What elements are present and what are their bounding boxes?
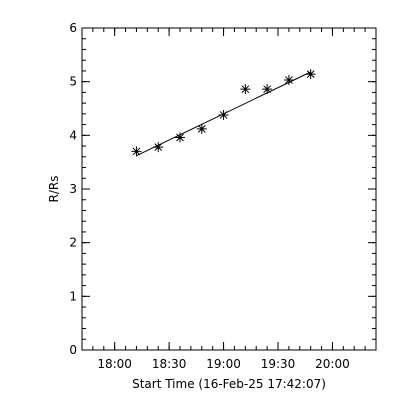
asterisk-marker bbox=[153, 142, 164, 153]
y-tick-label: 4 bbox=[69, 128, 77, 142]
asterisk-marker bbox=[305, 69, 316, 80]
plot-frame bbox=[81, 27, 377, 351]
x-tick-label: 18:00 bbox=[97, 357, 132, 371]
x-tick-label: 20:00 bbox=[315, 357, 350, 371]
y-axis-label: R/Rs bbox=[47, 176, 61, 203]
x-tick-label: 19:30 bbox=[261, 357, 296, 371]
x-axis-ticks: 18:00 18:30 19:00 19:30 20:00 bbox=[92, 28, 377, 371]
x-tick-label: 18:30 bbox=[152, 357, 187, 371]
asterisk-marker bbox=[240, 84, 251, 95]
asterisk-marker bbox=[218, 109, 229, 120]
asterisk-marker bbox=[283, 75, 294, 86]
y-tick-label: 5 bbox=[69, 75, 77, 89]
x-tick-label: 19:00 bbox=[206, 357, 241, 371]
x-axis-label: Start Time (16-Feb-25 17:42:07) bbox=[132, 377, 326, 391]
asterisk-marker bbox=[131, 146, 142, 157]
y-tick-label: 3 bbox=[69, 182, 77, 196]
y-tick-label: 2 bbox=[69, 236, 77, 250]
data-point bbox=[131, 146, 142, 157]
data-point bbox=[218, 109, 229, 120]
data-point bbox=[283, 75, 294, 86]
y-axis-ticks: 0 1 2 3 4 5 6 bbox=[69, 21, 376, 357]
y-tick-label: 0 bbox=[69, 343, 77, 357]
data-points bbox=[131, 69, 316, 157]
data-point bbox=[305, 69, 316, 80]
asterisk-marker bbox=[175, 132, 185, 143]
data-point bbox=[262, 84, 273, 95]
data-point bbox=[153, 142, 164, 153]
data-point bbox=[196, 123, 207, 134]
data-point bbox=[175, 132, 185, 143]
data-point bbox=[240, 84, 251, 95]
asterisk-marker bbox=[262, 84, 273, 95]
y-tick-label: 6 bbox=[69, 21, 77, 35]
y-tick-label: 1 bbox=[69, 289, 77, 303]
asterisk-marker bbox=[196, 123, 207, 134]
